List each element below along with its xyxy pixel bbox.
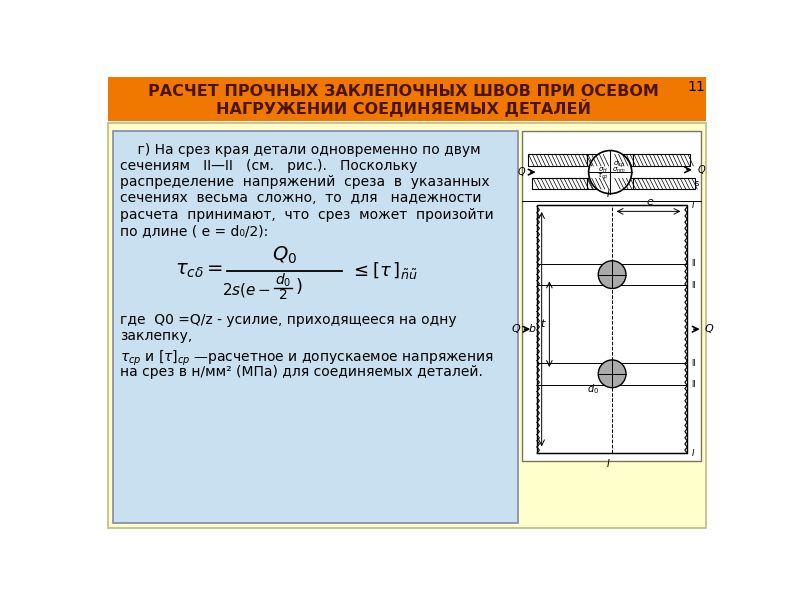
Text: на срез в н/мм² (МПа) для соединяемых деталей.: на срез в н/мм² (МПа) для соединяемых де… bbox=[121, 365, 483, 379]
Text: Q: Q bbox=[704, 324, 713, 334]
Text: $\tau_{cp}$ и $[\tau]_{cp}$ —расчетное и допускаемое напряжения: $\tau_{cp}$ и $[\tau]_{cp}$ —расчетное и… bbox=[121, 349, 494, 368]
Text: $\leq [\tau\,]_{\tilde{n}\tilde{u}}$: $\leq [\tau\,]_{\tilde{n}\tilde{u}}$ bbox=[350, 260, 418, 281]
Text: по длине ( е = d₀/2):: по длине ( е = d₀/2): bbox=[121, 224, 269, 238]
Bar bbox=[614, 178, 634, 189]
Text: e: e bbox=[646, 197, 653, 207]
Text: $Q_0$: $Q_0$ bbox=[272, 245, 297, 266]
Bar bbox=[528, 154, 587, 166]
Text: s: s bbox=[695, 179, 699, 188]
Circle shape bbox=[589, 151, 632, 194]
Bar bbox=[108, 77, 706, 121]
Text: Q: Q bbox=[698, 165, 705, 175]
Text: I: I bbox=[692, 449, 694, 458]
Text: $\sigma_{H}$: $\sigma_{H}$ bbox=[598, 166, 607, 175]
Circle shape bbox=[598, 360, 626, 388]
Text: b: b bbox=[528, 324, 535, 334]
Text: I: I bbox=[692, 201, 694, 210]
Bar bbox=[537, 205, 687, 453]
Bar bbox=[634, 178, 695, 189]
Text: Q: Q bbox=[518, 167, 526, 177]
Text: t: t bbox=[540, 319, 545, 329]
Text: $\tau_{c\delta}=$: $\tau_{c\delta}=$ bbox=[174, 261, 223, 280]
Text: $\sigma_{cp}$: $\sigma_{cp}$ bbox=[614, 159, 626, 170]
Text: $2$: $2$ bbox=[278, 287, 288, 302]
Text: I: I bbox=[607, 189, 610, 199]
Circle shape bbox=[598, 261, 626, 289]
Bar bbox=[108, 123, 706, 528]
Text: 11: 11 bbox=[688, 80, 706, 94]
Bar bbox=[587, 178, 606, 189]
Text: заклепку,: заклепку, bbox=[121, 329, 193, 343]
Text: $\sigma_{nm}$: $\sigma_{nm}$ bbox=[613, 166, 626, 175]
Text: $\tau_{cp}$: $\tau_{cp}$ bbox=[597, 172, 608, 182]
Text: $d_0$: $d_0$ bbox=[274, 272, 291, 289]
Bar bbox=[587, 154, 606, 166]
Text: II: II bbox=[691, 359, 695, 368]
Text: II: II bbox=[691, 380, 695, 389]
Text: сечениях  весьма  сложно,  то  для   надежности: сечениях весьма сложно, то для надежност… bbox=[121, 191, 482, 205]
Text: где  Q0 =Q/z - усилие, приходящееся на одну: где Q0 =Q/z - усилие, приходящееся на од… bbox=[121, 313, 457, 327]
Text: II: II bbox=[691, 259, 695, 268]
Bar bbox=[522, 131, 701, 461]
Text: $d_0$: $d_0$ bbox=[587, 382, 599, 396]
Text: НАГРУЖЕНИИ СОЕДИНЯЕМЫХ ДЕТАЛЕЙ: НАГРУЖЕНИИ СОЕДИНЯЕМЫХ ДЕТАЛЕЙ bbox=[216, 99, 591, 117]
Text: г) На срез края детали одновременно по двум: г) На срез края детали одновременно по д… bbox=[121, 143, 481, 157]
Bar bbox=[614, 154, 634, 166]
Text: $)$: $)$ bbox=[295, 276, 302, 296]
Bar bbox=[634, 154, 690, 166]
Text: $2s(e -$: $2s(e -$ bbox=[222, 281, 270, 299]
Text: расчета  принимают,  что  срез  может  произойти: расчета принимают, что срез может произо… bbox=[121, 208, 494, 221]
Text: РАСЧЕТ ПРОЧНЫХ ЗАКЛЕПОЧНЫХ ШВОВ ПРИ ОСЕВОМ: РАСЧЕТ ПРОЧНЫХ ЗАКЛЕПОЧНЫХ ШВОВ ПРИ ОСЕВ… bbox=[149, 84, 659, 99]
Bar bbox=[113, 131, 518, 523]
Text: Q: Q bbox=[511, 324, 520, 334]
Text: распределение  напряжений  среза  в  указанных: распределение напряжений среза в указанн… bbox=[121, 175, 490, 189]
Text: сечениям   II—II   (см.   рис.).   Поскольку: сечениям II—II (см. рис.). Поскольку bbox=[121, 159, 418, 173]
Text: II: II bbox=[691, 281, 695, 290]
Text: I: I bbox=[607, 460, 610, 469]
Bar bbox=[533, 178, 587, 189]
